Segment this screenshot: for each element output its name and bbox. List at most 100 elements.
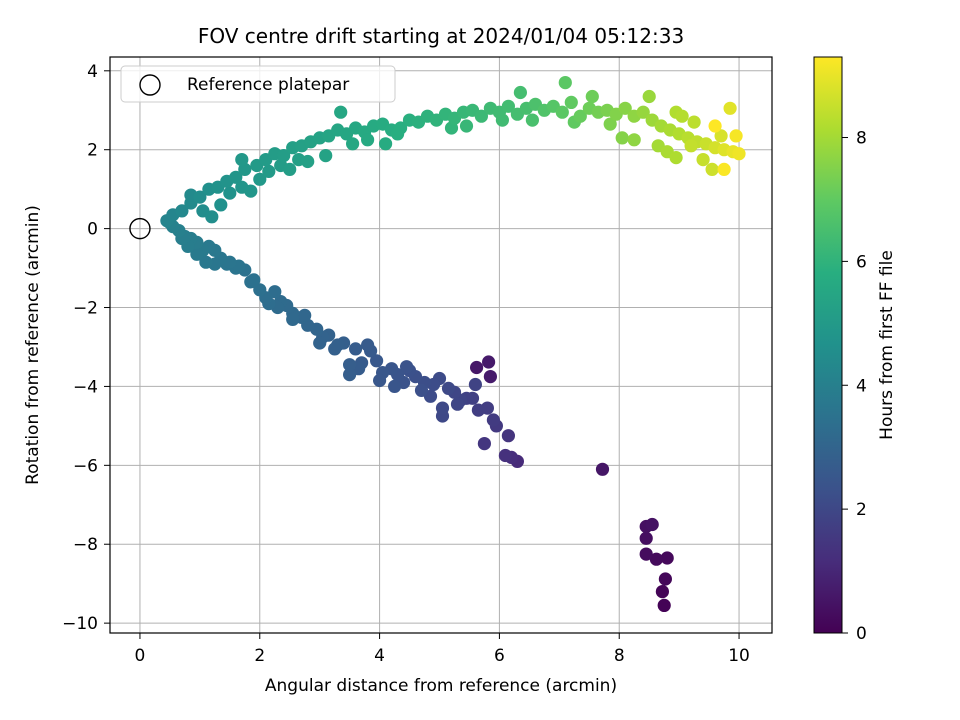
data-point bbox=[501, 99, 515, 113]
data-point bbox=[471, 403, 485, 417]
colorbar-gradient bbox=[813, 56, 843, 634]
data-point bbox=[729, 129, 743, 143]
data-point bbox=[286, 312, 300, 326]
data-point bbox=[627, 133, 641, 147]
data-point bbox=[639, 531, 653, 545]
x-tick-label: 6 bbox=[494, 646, 505, 666]
data-point bbox=[558, 76, 572, 90]
data-point bbox=[441, 381, 456, 395]
data-point bbox=[298, 308, 312, 322]
colorbar-tick-label: 0 bbox=[856, 624, 867, 644]
data-point bbox=[477, 437, 491, 451]
data-point bbox=[501, 429, 515, 443]
x-tick-label: 8 bbox=[614, 646, 625, 666]
y-ticks: −10 −8 −6 −4 −2 0 2 4 bbox=[62, 62, 110, 634]
y-axis-label: Rotation from reference (arcmin) bbox=[23, 205, 43, 485]
data-point bbox=[468, 377, 482, 392]
data-point bbox=[495, 113, 509, 127]
colorbar-ticks: 0 2 4 6 8 bbox=[842, 129, 867, 644]
data-point bbox=[657, 598, 671, 613]
data-point bbox=[450, 397, 465, 411]
data-point bbox=[190, 247, 204, 261]
data-point bbox=[301, 154, 315, 169]
y-tick-label: 0 bbox=[87, 220, 98, 240]
x-ticks: 0 2 4 6 8 10 bbox=[135, 633, 750, 666]
reference-platepar-marker bbox=[129, 217, 151, 240]
x-tick-label: 10 bbox=[728, 646, 750, 666]
data-point bbox=[486, 413, 500, 427]
data-point bbox=[498, 448, 512, 463]
data-point bbox=[175, 204, 189, 218]
colorbar-tick-label: 6 bbox=[856, 252, 867, 272]
data-point bbox=[482, 355, 496, 369]
data-point bbox=[714, 129, 728, 143]
data-point bbox=[253, 283, 267, 297]
data-point bbox=[379, 137, 393, 151]
data-point bbox=[435, 401, 450, 415]
colorbar-tick-label: 2 bbox=[856, 500, 867, 520]
data-point bbox=[618, 101, 632, 115]
data-point bbox=[564, 95, 578, 109]
y-tick-label: −2 bbox=[73, 299, 98, 319]
x-axis-label: Angular distance from reference (arcmin) bbox=[265, 676, 617, 696]
data-point bbox=[319, 149, 333, 163]
data-point bbox=[474, 109, 488, 123]
data-point bbox=[603, 117, 617, 131]
x-tick-label: 0 bbox=[135, 646, 146, 666]
data-point bbox=[414, 383, 429, 397]
colorbar-tick-label: 8 bbox=[856, 129, 867, 149]
data-point bbox=[328, 342, 342, 356]
plot-frame bbox=[109, 56, 773, 634]
data-point bbox=[400, 360, 414, 374]
data-point bbox=[717, 162, 731, 176]
data-point bbox=[696, 153, 710, 167]
data-point bbox=[370, 354, 384, 368]
y-tick-label: 4 bbox=[87, 62, 98, 82]
data-point bbox=[525, 113, 540, 127]
data-point bbox=[513, 85, 528, 100]
data-point bbox=[193, 190, 207, 204]
data-point bbox=[262, 164, 276, 178]
data-point bbox=[705, 162, 719, 176]
data-point bbox=[361, 338, 375, 352]
data-point bbox=[235, 153, 249, 167]
y-tick-label: −6 bbox=[73, 456, 98, 476]
data-point bbox=[636, 105, 650, 119]
y-tick-label: −4 bbox=[73, 377, 98, 397]
data-point bbox=[244, 184, 258, 198]
data-point bbox=[459, 119, 474, 133]
data-point bbox=[229, 170, 243, 184]
data-point bbox=[649, 552, 664, 566]
x-tick-label: 2 bbox=[254, 646, 265, 666]
data-point bbox=[645, 517, 659, 532]
legend: Reference platepar bbox=[120, 65, 396, 103]
data-point bbox=[205, 210, 219, 224]
data-point bbox=[253, 172, 267, 186]
data-point bbox=[585, 89, 599, 104]
data-point bbox=[615, 131, 629, 145]
y-tick-label: 2 bbox=[87, 141, 98, 161]
data-point bbox=[373, 373, 387, 388]
data-point bbox=[214, 198, 228, 212]
data-point bbox=[573, 109, 587, 123]
data-point bbox=[470, 360, 484, 375]
data-point bbox=[346, 137, 360, 151]
data-point bbox=[732, 147, 746, 161]
legend-entry-reference-platepar: Reference platepar bbox=[187, 75, 349, 95]
data-point bbox=[391, 127, 405, 141]
data-point bbox=[684, 139, 698, 153]
data-point bbox=[642, 89, 656, 104]
legend-marker-icon bbox=[139, 74, 161, 96]
colorbar-tick-label: 4 bbox=[856, 376, 867, 396]
data-point bbox=[334, 105, 348, 119]
reference-marker bbox=[129, 217, 151, 240]
data-point bbox=[687, 115, 701, 129]
data-point bbox=[669, 151, 683, 165]
data-point bbox=[675, 109, 689, 123]
data-point bbox=[349, 342, 363, 356]
chart-title: FOV centre drift starting at 2024/01/04 … bbox=[198, 24, 684, 48]
data-point bbox=[658, 572, 673, 586]
data-point bbox=[343, 358, 357, 372]
data-point bbox=[639, 547, 653, 561]
